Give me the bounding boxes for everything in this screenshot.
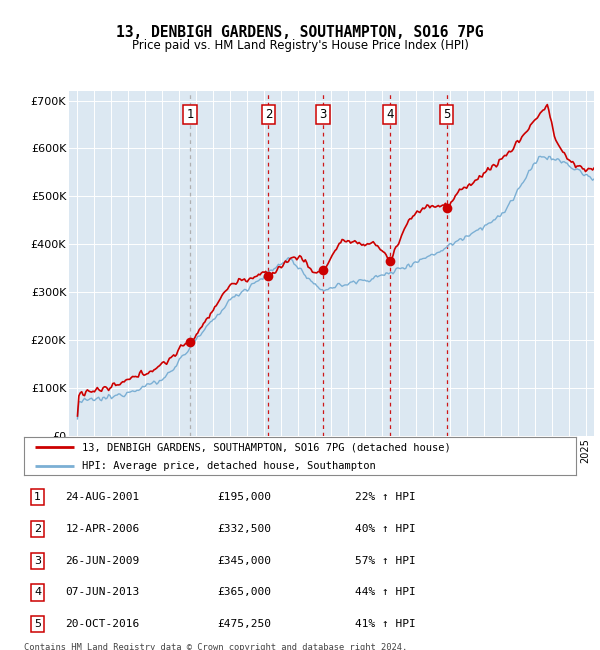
Text: 13, DENBIGH GARDENS, SOUTHAMPTON, SO16 7PG (detached house): 13, DENBIGH GARDENS, SOUTHAMPTON, SO16 7… bbox=[82, 443, 451, 452]
Text: 44% ↑ HPI: 44% ↑ HPI bbox=[355, 588, 416, 597]
Text: 5: 5 bbox=[443, 109, 451, 122]
Text: Price paid vs. HM Land Registry's House Price Index (HPI): Price paid vs. HM Land Registry's House … bbox=[131, 39, 469, 52]
Text: £365,000: £365,000 bbox=[217, 588, 271, 597]
Text: £195,000: £195,000 bbox=[217, 492, 271, 502]
Text: Contains HM Land Registry data © Crown copyright and database right 2024.
This d: Contains HM Land Registry data © Crown c… bbox=[24, 644, 407, 650]
Text: £475,250: £475,250 bbox=[217, 619, 271, 629]
Text: 5: 5 bbox=[34, 619, 41, 629]
Text: 24-AUG-2001: 24-AUG-2001 bbox=[65, 492, 140, 502]
Text: 2: 2 bbox=[34, 524, 41, 534]
Text: 3: 3 bbox=[34, 556, 41, 566]
Text: 4: 4 bbox=[34, 588, 41, 597]
Text: 3: 3 bbox=[319, 109, 326, 122]
Text: 4: 4 bbox=[386, 109, 394, 122]
Text: 1: 1 bbox=[34, 492, 41, 502]
Text: 26-JUN-2009: 26-JUN-2009 bbox=[65, 556, 140, 566]
Text: 1: 1 bbox=[187, 109, 194, 122]
Text: 2: 2 bbox=[265, 109, 272, 122]
Text: 57% ↑ HPI: 57% ↑ HPI bbox=[355, 556, 416, 566]
Text: 07-JUN-2013: 07-JUN-2013 bbox=[65, 588, 140, 597]
Text: 22% ↑ HPI: 22% ↑ HPI bbox=[355, 492, 416, 502]
Text: 40% ↑ HPI: 40% ↑ HPI bbox=[355, 524, 416, 534]
Text: 13, DENBIGH GARDENS, SOUTHAMPTON, SO16 7PG: 13, DENBIGH GARDENS, SOUTHAMPTON, SO16 7… bbox=[116, 25, 484, 40]
Text: £345,000: £345,000 bbox=[217, 556, 271, 566]
Text: £332,500: £332,500 bbox=[217, 524, 271, 534]
Text: 12-APR-2006: 12-APR-2006 bbox=[65, 524, 140, 534]
Text: HPI: Average price, detached house, Southampton: HPI: Average price, detached house, Sout… bbox=[82, 462, 376, 471]
Text: 20-OCT-2016: 20-OCT-2016 bbox=[65, 619, 140, 629]
Text: 41% ↑ HPI: 41% ↑ HPI bbox=[355, 619, 416, 629]
